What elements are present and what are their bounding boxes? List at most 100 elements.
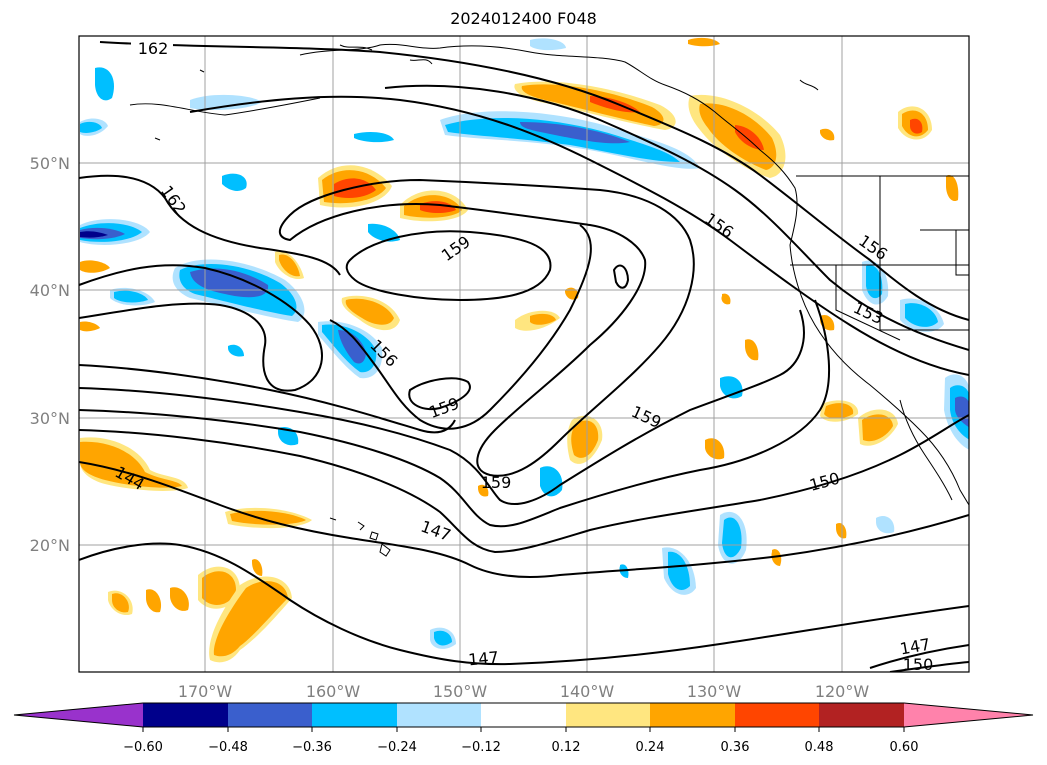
fill-positive [721,293,731,305]
lat-label: 50°N [30,154,70,173]
lon-label: 130°W [687,682,742,701]
contour-line [869,644,969,669]
fill-negative [445,117,680,162]
contour-line [79,299,830,528]
colorbar-tick-label: −0.36 [292,740,332,755]
fill-negative [434,630,452,646]
lon-label: 170°W [178,682,233,701]
fill-positive [252,559,263,576]
fill-positive [146,589,162,613]
colorbar-tick-label: −0.48 [208,740,248,755]
contour-line [79,414,969,554]
fill-positive [910,118,923,134]
fill-negative [95,67,115,101]
fill-negative [190,94,262,110]
fill-negative [368,223,400,242]
contour-line [278,178,695,477]
lon-label: 160°W [306,682,361,701]
fill-negative [222,173,247,191]
islands [154,69,391,557]
lat-label: 20°N [30,536,70,555]
contour-label: 147 [467,648,499,670]
fill-positive [745,339,759,361]
lon-label: 120°W [815,682,870,701]
colorbar-segment [650,703,735,727]
contour-line [889,661,969,672]
fill-positive [836,522,847,539]
colorbar-segment [228,703,312,727]
colorbar-tick-label: 0.48 [805,740,834,755]
contour-line [79,174,341,276]
fill-positive [820,128,835,141]
fill-positive [571,420,599,458]
fill-positive [80,321,100,332]
colorbar-tick-label: −0.12 [461,740,501,755]
colorbar-segment [143,703,228,727]
contour-line [612,264,630,289]
fill-positive [170,587,189,611]
contour-line [189,95,969,376]
fill-positive [213,581,288,657]
fill-positive [112,593,129,613]
fill-negative [722,517,742,558]
colorbar-tick-label: −0.60 [123,740,163,755]
contour-label: 159 [481,473,512,492]
colorbar-segment [312,703,397,727]
fill-positive [521,84,664,126]
fill-negative [540,466,563,497]
colorbar-segment [819,703,904,727]
fill-negative [338,330,366,364]
map-background [79,36,969,672]
fill-positive [478,484,489,497]
colorbar-segment [735,703,819,727]
fill-negative [80,231,108,238]
map-title: 2024012400 F048 [450,9,597,28]
colorbar-tick-label: 0.12 [552,740,581,755]
fill-negative [354,132,394,143]
lon-label: 150°W [433,682,488,701]
longitude-labels: 170°W 160°W 150°W 140°W 130°W 120°W [178,682,870,701]
fill-positive [946,175,959,202]
fill-positive [688,37,720,47]
fill-positive [530,313,556,325]
fill-positive [699,103,777,170]
gridlines [79,36,969,672]
colorbar-segment [14,703,143,727]
contour-line [79,264,323,392]
fill-positive [80,260,110,273]
contour-line [79,542,969,666]
contour-label: 150 [903,655,934,674]
map-frame [78,35,970,673]
contour-line [408,377,471,410]
contour-line [345,230,552,302]
lon-label: 140°W [560,682,615,701]
height-contours [79,41,969,672]
colorbar-tick-label: −0.24 [377,740,417,755]
fill-negative [80,121,102,133]
colorbar-tick-label: 0.24 [636,740,665,755]
colorbar: −0.60 −0.48 −0.36 −0.24 −0.12 0.12 0.24 … [13,702,1034,755]
fill-positive [862,414,893,442]
lat-label: 40°N [30,281,70,300]
fill-negative [520,122,630,144]
colorbar-segment [904,703,1033,727]
contour-label: 162 [138,39,169,58]
fill-negative [530,38,566,51]
contour-line [384,84,969,351]
fill-negative [228,344,244,357]
fill-positive [735,125,764,150]
fill-negative [955,396,969,428]
colorbar-segment [566,703,650,727]
contour-line [79,364,456,434]
fill-negative [876,515,895,534]
coastlines [129,43,969,506]
fill-negative [114,290,148,303]
fill-positive [824,403,854,419]
contour-line [79,309,805,505]
fill-positive [80,441,182,488]
fill-negative [905,303,938,327]
fill-positive [565,287,579,300]
lat-label: 30°N [30,409,70,428]
contour-line [329,224,592,430]
